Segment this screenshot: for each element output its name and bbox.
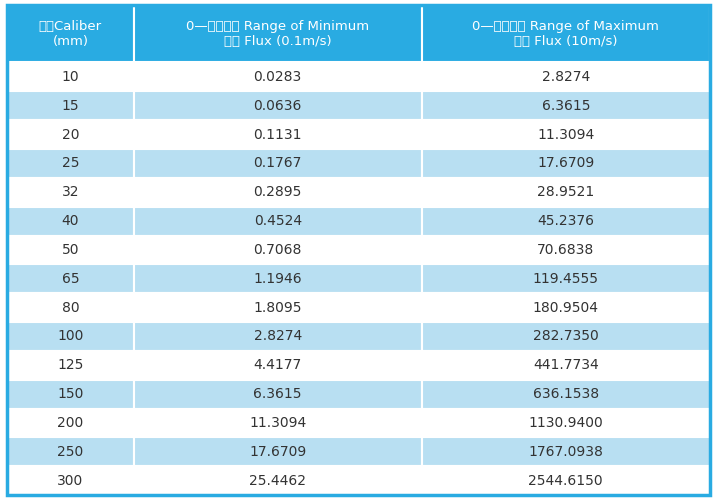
Text: 28.9521: 28.9521: [537, 185, 594, 199]
Text: 17.6709: 17.6709: [249, 445, 306, 459]
Bar: [7, 62, 133, 92]
Bar: [422, 149, 710, 178]
Text: 1767.0938: 1767.0938: [528, 445, 603, 459]
Text: 32: 32: [62, 185, 79, 199]
Bar: [422, 206, 710, 236]
Bar: [7, 5, 133, 62]
Text: 45.2376: 45.2376: [537, 214, 594, 228]
Bar: [133, 62, 422, 92]
Bar: [7, 408, 133, 438]
Bar: [133, 206, 422, 236]
Text: 2544.6150: 2544.6150: [528, 474, 603, 488]
Text: 125: 125: [57, 358, 84, 372]
Bar: [7, 380, 133, 408]
Text: 0.1767: 0.1767: [254, 156, 302, 170]
Bar: [7, 178, 133, 206]
Bar: [7, 206, 133, 236]
Text: 0.2895: 0.2895: [254, 185, 302, 199]
Bar: [422, 264, 710, 293]
Bar: [7, 322, 133, 351]
Bar: [133, 5, 422, 62]
Text: 1.8095: 1.8095: [253, 300, 302, 314]
Text: 11.3094: 11.3094: [249, 416, 306, 430]
Bar: [133, 322, 422, 351]
Bar: [422, 322, 710, 351]
Bar: [133, 466, 422, 495]
Bar: [422, 62, 710, 92]
Bar: [133, 120, 422, 149]
Text: 282.7350: 282.7350: [533, 330, 599, 344]
Bar: [422, 5, 710, 62]
Bar: [7, 351, 133, 380]
Bar: [422, 92, 710, 120]
Bar: [133, 293, 422, 322]
Text: 40: 40: [62, 214, 79, 228]
Bar: [7, 236, 133, 264]
Bar: [7, 293, 133, 322]
Text: 636.1538: 636.1538: [533, 387, 599, 401]
Bar: [422, 293, 710, 322]
Text: 1130.9400: 1130.9400: [528, 416, 603, 430]
Bar: [7, 466, 133, 495]
Text: 25.4462: 25.4462: [250, 474, 306, 488]
Text: 0—最大流量 Range of Maximum
量程 Flux (10m/s): 0—最大流量 Range of Maximum 量程 Flux (10m/s): [473, 20, 659, 48]
Text: 0.0636: 0.0636: [254, 98, 302, 112]
Bar: [7, 92, 133, 120]
Bar: [422, 408, 710, 438]
Text: 70.6838: 70.6838: [537, 243, 594, 257]
Bar: [133, 351, 422, 380]
Text: 20: 20: [62, 128, 79, 141]
Bar: [422, 120, 710, 149]
Text: 10: 10: [62, 70, 79, 84]
Text: 250: 250: [57, 445, 84, 459]
Bar: [133, 178, 422, 206]
Bar: [7, 264, 133, 293]
Text: 口径Caliber
(mm): 口径Caliber (mm): [39, 20, 102, 48]
Bar: [422, 380, 710, 408]
Bar: [7, 438, 133, 466]
Bar: [422, 236, 710, 264]
Bar: [7, 149, 133, 178]
Text: 200: 200: [57, 416, 84, 430]
Bar: [422, 438, 710, 466]
Bar: [133, 264, 422, 293]
Text: 25: 25: [62, 156, 79, 170]
Text: 119.4555: 119.4555: [533, 272, 599, 286]
Bar: [7, 120, 133, 149]
Text: 6.3615: 6.3615: [541, 98, 590, 112]
Text: 11.3094: 11.3094: [537, 128, 594, 141]
Text: 80: 80: [62, 300, 79, 314]
Text: 2.8274: 2.8274: [254, 330, 302, 344]
Text: 2.8274: 2.8274: [541, 70, 590, 84]
Text: 0.1131: 0.1131: [253, 128, 302, 141]
Bar: [133, 149, 422, 178]
Text: 441.7734: 441.7734: [533, 358, 599, 372]
Text: 0—最小流量 Range of Minimum
量程 Flux (0.1m/s): 0—最小流量 Range of Minimum 量程 Flux (0.1m/s): [186, 20, 369, 48]
Bar: [422, 351, 710, 380]
Bar: [133, 438, 422, 466]
Bar: [133, 236, 422, 264]
Bar: [422, 178, 710, 206]
Bar: [133, 408, 422, 438]
Text: 300: 300: [57, 474, 84, 488]
Bar: [133, 380, 422, 408]
Text: 65: 65: [62, 272, 79, 286]
Text: 0.4524: 0.4524: [254, 214, 302, 228]
Text: 100: 100: [57, 330, 84, 344]
Text: 15: 15: [62, 98, 79, 112]
Text: 0.7068: 0.7068: [254, 243, 302, 257]
Text: 1.1946: 1.1946: [253, 272, 302, 286]
Text: 0.0283: 0.0283: [254, 70, 302, 84]
Text: 6.3615: 6.3615: [253, 387, 302, 401]
Text: 4.4177: 4.4177: [254, 358, 302, 372]
Text: 50: 50: [62, 243, 79, 257]
Bar: [422, 466, 710, 495]
Bar: [133, 92, 422, 120]
Text: 17.6709: 17.6709: [537, 156, 594, 170]
Text: 180.9504: 180.9504: [533, 300, 599, 314]
Text: 150: 150: [57, 387, 84, 401]
